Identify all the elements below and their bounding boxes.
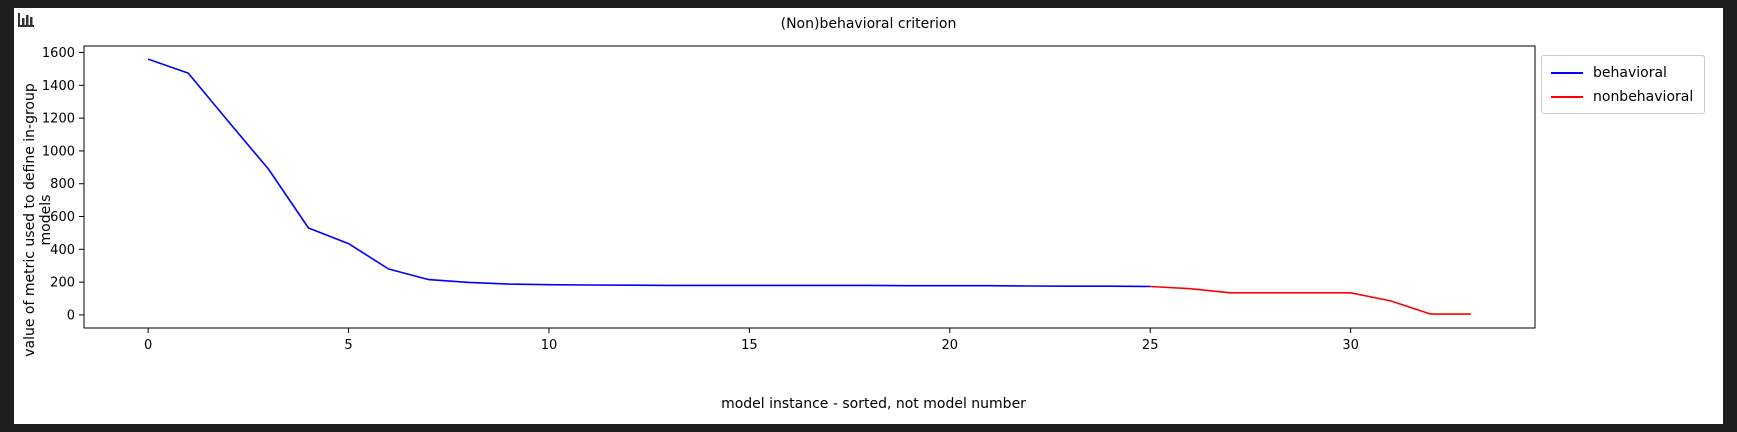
y-axis-label: value of metric used to define in-group …	[22, 83, 54, 357]
y-tick-label: 400	[50, 243, 75, 258]
x-axis-label: model instance - sorted, not model numbe…	[721, 396, 1026, 412]
legend-entry-nonbehavioral: nonbehavioral	[1551, 87, 1693, 107]
figure: (Non)behavioral criterion 0 5 10 15 20 25 30 0…	[14, 8, 1723, 424]
x-tick-label: 25	[1142, 338, 1159, 353]
plot-frame	[83, 45, 1536, 329]
y-tick-label: 1400	[42, 79, 75, 94]
chart-area: 0 5 10 15 20 25 30 0 200 400 600 800 1000 1200 1400 16…	[42, 45, 1536, 353]
x-tick-label: 0	[144, 338, 152, 353]
x-tick-label: 15	[741, 338, 758, 353]
legend-swatch-behavioral	[1551, 72, 1583, 74]
x-tick-label: 20	[942, 338, 959, 353]
y-tick-label: 0	[67, 308, 75, 323]
legend-swatch-nonbehavioral	[1551, 96, 1583, 98]
x-tick-label: 10	[541, 338, 558, 353]
y-tick-label: 1200	[42, 112, 75, 127]
y-tick-label: 1600	[42, 46, 75, 61]
legend-entry-behavioral: behavioral	[1551, 63, 1667, 83]
y-tick-label: 1000	[42, 144, 75, 159]
series-line-behavioral	[147, 58, 1151, 288]
legend-label-nonbehavioral: nonbehavioral	[1593, 89, 1694, 105]
x-tick-label: 5	[344, 338, 352, 353]
y-tick-label: 600	[50, 210, 75, 225]
x-tick-label: 30	[1342, 338, 1359, 353]
y-tick-label: 200	[50, 276, 75, 291]
chart-title: (Non)behavioral criterion	[780, 16, 957, 32]
bar-chart-icon[interactable]	[16, 11, 36, 29]
y-tick-label: 800	[50, 177, 75, 192]
series-line-nonbehavioral	[1150, 285, 1471, 315]
legend: behavioral nonbehavioral	[1541, 55, 1705, 114]
legend-label-behavioral: behavioral	[1593, 65, 1667, 81]
